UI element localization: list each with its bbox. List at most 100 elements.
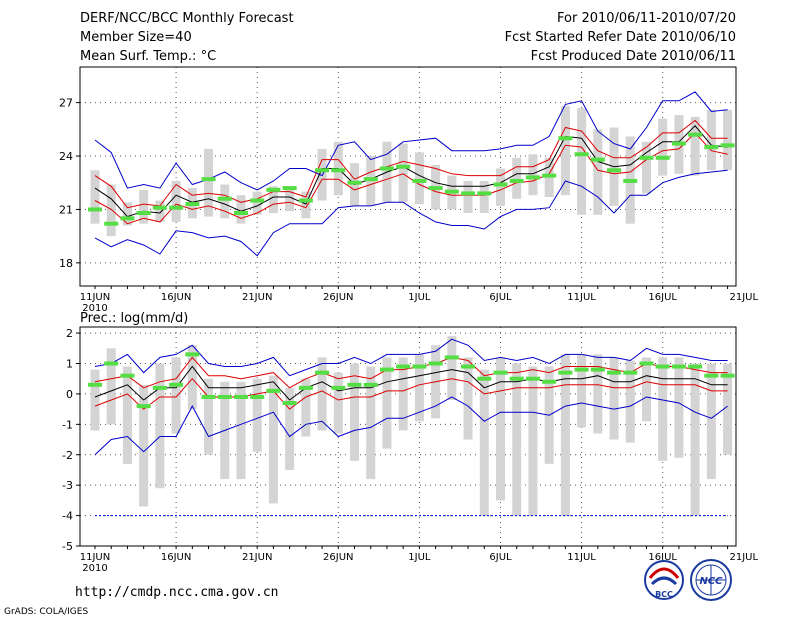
x-tick-label: 11JUL (567, 292, 596, 303)
ensemble-marker (704, 145, 719, 150)
ensemble-marker (120, 373, 135, 378)
spread-bar (512, 157, 522, 199)
ensemble-marker (347, 382, 362, 387)
ensemble-marker (639, 155, 654, 160)
ensemble-marker (412, 178, 427, 183)
ensemble-marker (185, 202, 200, 207)
footer-url[interactable]: http://cmdp.ncc.cma.gov.cn (75, 585, 279, 600)
y-tick-label: 2 (66, 327, 73, 340)
ensemble-marker (477, 191, 492, 196)
x-tick-label: 26JUN (323, 552, 353, 563)
spread-bar (187, 345, 197, 410)
spread-bar (155, 363, 165, 489)
spread-bar (577, 354, 587, 428)
x-tick-label: 21JUL (730, 552, 759, 563)
spread-bar (496, 357, 505, 501)
ensemble-marker (136, 404, 151, 409)
ensemble-marker (185, 352, 200, 357)
x-tick-label: 1JUL (408, 552, 431, 563)
ensemble-marker (331, 168, 346, 173)
ensemble-marker (217, 196, 232, 201)
ensemble-marker (704, 373, 719, 378)
spread-bar (366, 366, 376, 480)
spread-bar (106, 184, 116, 237)
ensemble-marker (396, 364, 411, 369)
spread-bar (577, 107, 587, 215)
x-tick-label: 26JUN (323, 292, 353, 303)
ensemble-marker (655, 155, 670, 160)
ensemble-marker (720, 373, 735, 378)
ensemble-marker (104, 361, 119, 366)
ensemble-marker (444, 189, 459, 194)
y-tick-label: -4 (62, 510, 73, 523)
x-year-label: 2010 (82, 563, 107, 574)
ensemble-marker (558, 370, 573, 375)
spread-bar (593, 354, 603, 434)
max-line (94, 338, 728, 377)
x-tick-label: 11JUN (80, 552, 110, 563)
ncc-logo: NCC (690, 559, 732, 601)
header-variable: Mean Surf. Temp.: °C (80, 49, 216, 64)
x-tick-label: 21JUN (242, 292, 272, 303)
spread-bar (122, 202, 132, 226)
spread-bar (285, 186, 295, 212)
ensemble-marker (136, 211, 151, 215)
spread-bar (690, 363, 700, 516)
ensemble-marker (509, 178, 524, 183)
ensemble-marker (152, 385, 167, 390)
spread-bar (333, 372, 343, 434)
spread-bar (252, 378, 262, 452)
y-tick-label: -1 (62, 418, 73, 431)
min-line (94, 396, 728, 456)
ensemble-marker (250, 394, 265, 399)
ensemble-marker (525, 175, 540, 180)
ensemble-marker (720, 143, 735, 148)
spread-bar (706, 109, 716, 171)
ensemble-marker (379, 166, 394, 171)
spread-bar (528, 154, 538, 196)
ensemble-marker (412, 364, 427, 369)
ensemble-marker (217, 394, 232, 399)
ensemble-marker (104, 221, 119, 226)
spread-bar (236, 381, 246, 480)
ncc-logo-text: NCC (699, 576, 723, 587)
spread-bar (512, 363, 522, 516)
ensemble-marker (623, 370, 638, 375)
ensemble-marker (607, 370, 622, 375)
spread-bar (139, 189, 149, 224)
spread-bar (414, 152, 424, 205)
ensemble-marker (542, 379, 557, 384)
plot-frame (79, 66, 737, 287)
x-tick-label: 16JUN (161, 292, 191, 303)
ensemble-marker (493, 370, 508, 375)
spread-bar (155, 200, 165, 222)
y-tick-label: 0 (66, 388, 73, 401)
spread-bar (463, 180, 473, 213)
max-line (94, 91, 728, 191)
ensemble-marker (363, 382, 378, 387)
x-tick-label: 16JUL (648, 292, 677, 303)
header-member-size: Member Size=40 (80, 30, 192, 45)
ensemble-marker (120, 216, 135, 221)
ensemble-marker (655, 364, 670, 369)
x-tick-label: 1JUL (408, 292, 431, 303)
spread-bar (301, 191, 311, 219)
upper-line (94, 119, 728, 209)
ensemble-marker (607, 168, 622, 173)
ensemble-marker (315, 370, 330, 375)
temperature-chart: 18 21 24 27 11JUN 16JUN 21JUN 26JUN 1JUL 6JUL 11JU… (59, 66, 759, 314)
ensemble-marker (88, 207, 102, 212)
ensemble-marker (590, 157, 605, 162)
spread-bar (122, 366, 132, 464)
bcc-logo-text: BCC (655, 590, 673, 599)
ensemble-marker (266, 388, 281, 393)
x-tick-label: 11JUL (567, 552, 596, 563)
spread-bar (398, 357, 408, 431)
ensemble-marker (590, 367, 605, 372)
ensemble-marker (169, 205, 184, 210)
mean-line (94, 125, 728, 218)
ensemble-marker (298, 198, 313, 203)
ensemble-marker (623, 178, 638, 183)
ensemble-marker (461, 191, 476, 196)
ensemble-marker (688, 364, 703, 369)
